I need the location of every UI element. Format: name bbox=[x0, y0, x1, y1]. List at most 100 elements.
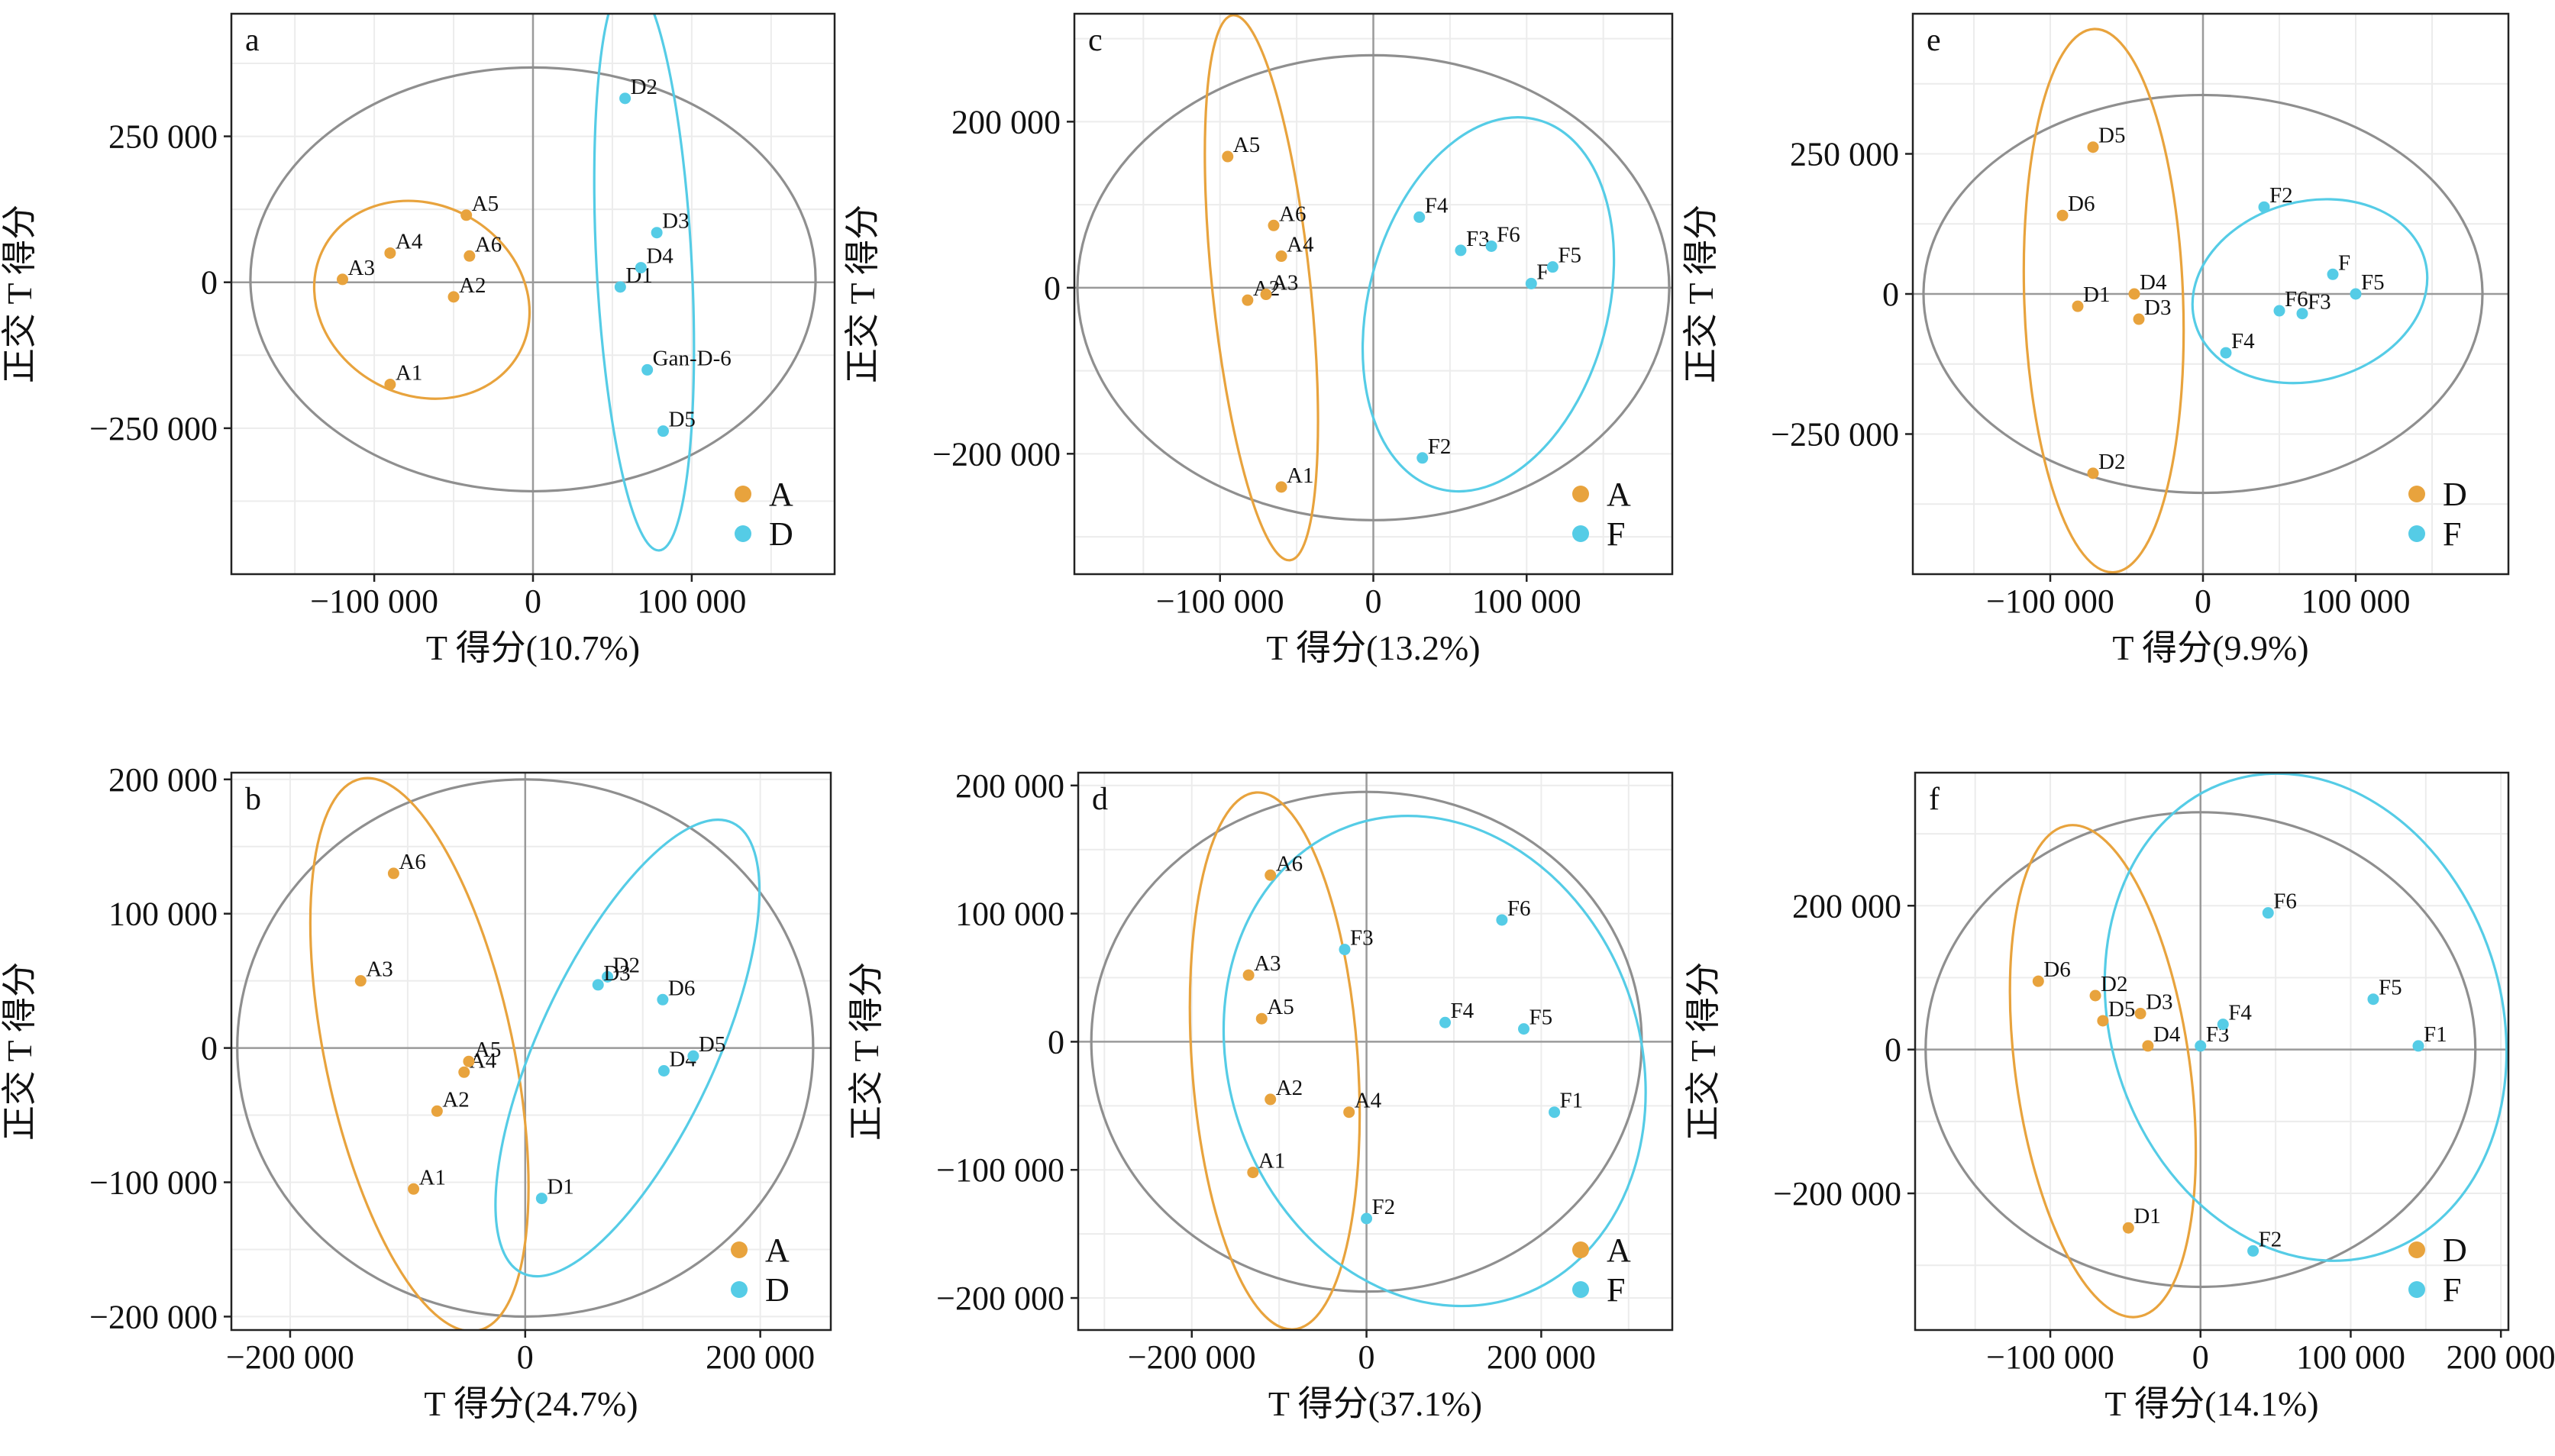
data-point-A5 bbox=[1255, 1012, 1268, 1025]
data-point-D3 bbox=[2134, 1008, 2146, 1020]
legend-marker-F bbox=[2408, 525, 2425, 542]
data-point-F6 bbox=[2262, 907, 2274, 919]
legend-label-A: A bbox=[1607, 1232, 1631, 1269]
data-point-F2 bbox=[1416, 452, 1429, 464]
ellipse-group-A bbox=[1203, 14, 1319, 562]
point-label-A6: A6 bbox=[399, 850, 425, 874]
plot-frame bbox=[1077, 771, 1674, 1332]
data-point-D2 bbox=[2089, 989, 2101, 1002]
y-tick-label: 100 000 bbox=[108, 896, 218, 933]
y-axis-title: 正交 T 得分 bbox=[0, 962, 39, 1141]
data-point-A1 bbox=[1247, 1167, 1259, 1179]
x-tick-label: 100 000 bbox=[1472, 583, 1581, 620]
plot-area bbox=[231, 773, 831, 1330]
data-point-D6 bbox=[657, 993, 669, 1006]
point-label-A6: A6 bbox=[1279, 202, 1306, 226]
legend-marker-F bbox=[1572, 525, 1589, 542]
data-point-A2 bbox=[431, 1105, 443, 1117]
data-point-F6 bbox=[1485, 240, 1497, 252]
ellipse-all-samples bbox=[1924, 811, 2477, 1289]
point-label-A5: A5 bbox=[1233, 133, 1260, 157]
legend-label-A: A bbox=[765, 1232, 790, 1269]
data-point-F2 bbox=[2258, 201, 2270, 213]
point-label-D4: D4 bbox=[2140, 270, 2167, 295]
panel-letter: e bbox=[1927, 23, 1941, 58]
ellipse-all-samples bbox=[236, 778, 815, 1319]
data-point-F4 bbox=[1413, 211, 1426, 223]
data-point-D3 bbox=[592, 979, 604, 991]
data-point-A4 bbox=[1343, 1106, 1355, 1119]
point-label-A6: A6 bbox=[475, 232, 502, 257]
ellipse-group-F bbox=[1222, 815, 1647, 1308]
x-tick-label: 0 bbox=[517, 1338, 534, 1376]
data-point-D6 bbox=[2056, 209, 2069, 221]
y-tick-label: −250 000 bbox=[89, 410, 218, 447]
data-point-D5 bbox=[687, 1050, 699, 1062]
point-label-D3: D3 bbox=[2146, 990, 2172, 1015]
x-tick-label: 0 bbox=[2195, 583, 2211, 620]
y-tick-label: 0 bbox=[201, 1030, 218, 1067]
y-tick-label: −100 000 bbox=[936, 1151, 1064, 1189]
x-axis-title: T 得分(9.9%) bbox=[2112, 628, 2308, 667]
y-tick-label: −250 000 bbox=[1771, 416, 1899, 454]
point-label-F3: F3 bbox=[1350, 926, 1374, 951]
ellipse-group-F bbox=[2191, 198, 2429, 385]
x-tick-label: 0 bbox=[1358, 1338, 1375, 1376]
legend-marker-F bbox=[2408, 1281, 2425, 1298]
legend-label-F: F bbox=[1607, 515, 1625, 553]
plot-area bbox=[1074, 14, 1672, 574]
point-label-A1: A1 bbox=[1287, 463, 1313, 488]
point-label-A2: A2 bbox=[442, 1087, 469, 1112]
legend-label-D: D bbox=[2443, 1232, 2467, 1269]
point-label-F6: F6 bbox=[1497, 222, 1520, 247]
point-label-F4: F4 bbox=[2231, 329, 2255, 354]
y-tick-label: 250 000 bbox=[1790, 136, 1899, 173]
point-label-A1: A1 bbox=[1258, 1149, 1285, 1174]
y-tick-label: 0 bbox=[1044, 270, 1061, 307]
data-point-F4 bbox=[1439, 1016, 1452, 1028]
point-label-F1: F1 bbox=[1560, 1089, 1584, 1113]
y-axis-title: 正交 T 得分 bbox=[1681, 205, 1720, 383]
data-point-A5 bbox=[1222, 150, 1234, 163]
point-label-F3: F3 bbox=[2308, 290, 2331, 315]
x-tick-label: 200 000 bbox=[706, 1338, 815, 1376]
chart-panel-d: A1 A2 A3 A4 A5 A6 F1 F2 F3 F4 F5 F6 −200 000 0 200 000… bbox=[847, 767, 1674, 1423]
plot-area bbox=[1915, 773, 2508, 1330]
x-tick-label: 100 000 bbox=[637, 583, 746, 620]
point-label-A6: A6 bbox=[1276, 851, 1303, 876]
y-tick-label: 200 000 bbox=[1792, 887, 1901, 925]
y-axis-title: 正交 T 得分 bbox=[843, 205, 882, 383]
y-axis-title: 正交 T 得分 bbox=[1684, 962, 1723, 1141]
point-label-D4: D4 bbox=[646, 244, 673, 269]
point-label-D1: D1 bbox=[2133, 1204, 2160, 1228]
ellipse-group-A bbox=[1188, 791, 1361, 1330]
data-point-F5 bbox=[1546, 261, 1559, 273]
plot-area bbox=[1913, 14, 2508, 574]
point-label-F: F bbox=[2338, 250, 2350, 275]
legend-label-A: A bbox=[1607, 476, 1631, 513]
legend-marker-D bbox=[735, 525, 751, 542]
data-point-A6 bbox=[387, 867, 399, 880]
point-label-A4: A4 bbox=[396, 229, 423, 253]
legend-label-A: A bbox=[769, 476, 793, 513]
y-tick-label: 250 000 bbox=[108, 118, 218, 156]
data-point-A2 bbox=[447, 291, 460, 303]
x-tick-label: −200 000 bbox=[226, 1338, 354, 1376]
data-point-D1 bbox=[2072, 300, 2084, 312]
point-label-F: F bbox=[1536, 260, 1549, 284]
y-tick-label: −200 000 bbox=[1773, 1175, 1901, 1212]
x-tick-label: 200 000 bbox=[2447, 1338, 2555, 1376]
point-label-A2: A2 bbox=[459, 273, 486, 298]
y-tick-label: 200 000 bbox=[951, 103, 1061, 140]
panel-letter: d bbox=[1092, 782, 1108, 817]
point-label-A3: A3 bbox=[366, 957, 392, 982]
point-label-D2: D2 bbox=[2101, 972, 2127, 996]
data-point-F2 bbox=[2247, 1245, 2259, 1257]
x-tick-label: −100 000 bbox=[1986, 1338, 2114, 1376]
x-tick-label: 200 000 bbox=[1487, 1338, 1596, 1376]
ellipse-group-D bbox=[494, 818, 761, 1278]
panel-letter: a bbox=[245, 23, 260, 58]
